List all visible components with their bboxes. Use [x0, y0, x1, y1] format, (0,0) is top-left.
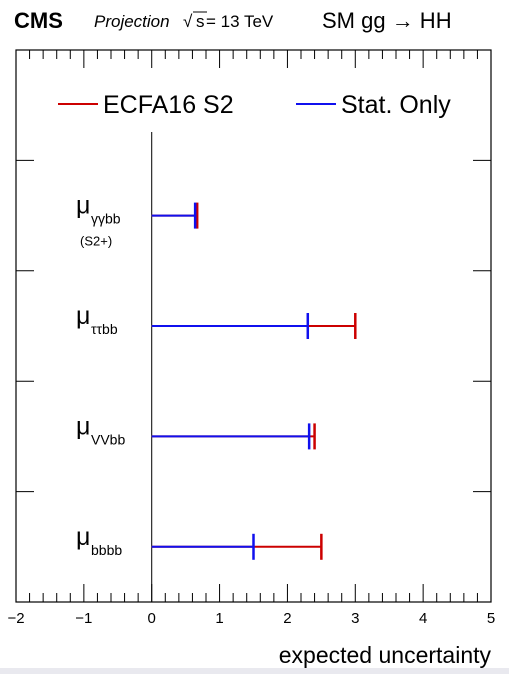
x-tick-label: 3 [351, 610, 359, 627]
category-subscript: ττbb [91, 321, 118, 337]
category-subscript: bbbb [91, 542, 122, 558]
category-symbol: μ [76, 412, 90, 440]
energy-prefix-label: s [196, 12, 205, 31]
plot-frame [15, 49, 492, 603]
x-axis-title: expected uncertainty [279, 642, 492, 668]
x-tick-label: 2 [283, 610, 291, 627]
category-subscript: γγbb [91, 211, 121, 227]
projection-label: Projection [94, 12, 170, 31]
x-tick-label: 5 [487, 610, 495, 627]
category-subscript: VVbb [91, 431, 125, 447]
legend-label: ECFA16 S2 [103, 91, 234, 119]
x-tick-label: 1 [215, 610, 223, 627]
chart-header: CMS Projection √ s = 13 TeV SM gg → HH [14, 8, 452, 33]
category-symbol: μ [76, 523, 90, 551]
category-symbol: μ [76, 192, 90, 220]
x-tick-label: 0 [148, 610, 156, 627]
x-tick-label: −1 [75, 610, 92, 627]
y-axis-ticks [16, 159, 491, 493]
legend: ECFA16 S2 Stat. Only [58, 91, 451, 119]
category-note: (S2+) [80, 234, 112, 249]
bottom-band [0, 668, 509, 674]
experiment-label: CMS [14, 8, 63, 33]
sqrt-symbol: √ [183, 12, 193, 31]
energy-label: = 13 TeV [206, 12, 274, 31]
category-symbol: μ [76, 302, 90, 330]
x-tick-label: −2 [7, 610, 24, 627]
legend-label: Stat. Only [341, 91, 451, 119]
process-label: SM gg → HH [322, 8, 452, 33]
error-bars [151, 202, 357, 560]
x-tick-label: 4 [419, 610, 427, 627]
